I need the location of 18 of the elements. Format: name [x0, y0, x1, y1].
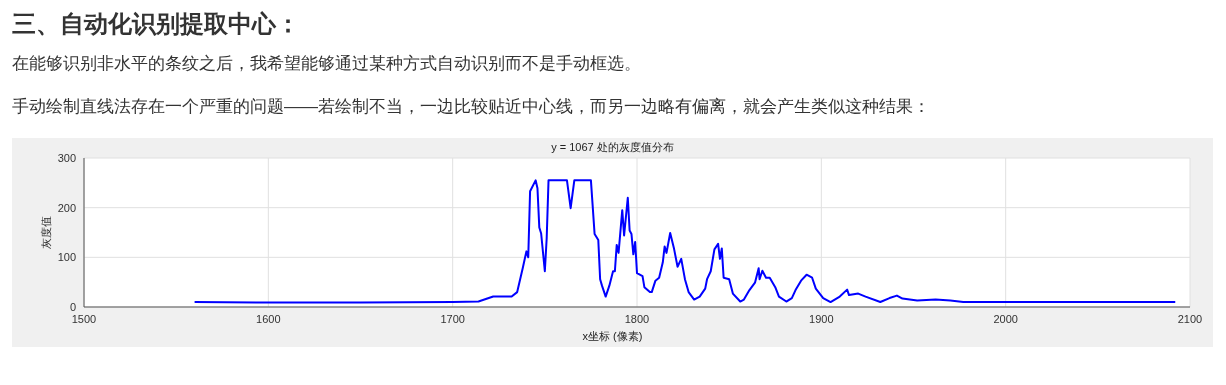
text: 在能够识别非水平的条纹之后，我希望能够通过某种方式自动识别而不是手动框选。 — [12, 53, 642, 75]
y-tick-label: 200 — [57, 201, 76, 214]
x-tick-label: 1800 — [624, 312, 650, 325]
y-axis-title: 灰度值 — [39, 216, 52, 249]
y-tick-label: 100 — [57, 251, 76, 264]
x-tick-label: 2000 — [993, 312, 1018, 325]
x-tick-label: 1700 — [440, 312, 465, 325]
text: 手动绘制直线法存在一个严重的问题——若绘制不当，一边比较贴近中心线，而另一边略有偏离，就会产生类似这种结果： — [12, 96, 931, 118]
x-tick-label: 2100 — [1177, 312, 1203, 325]
x-tick-label: 1900 — [809, 312, 834, 325]
x-axis-title: x坐标 (像素) — [581, 329, 644, 344]
x-tick-label: 1600 — [256, 312, 281, 325]
text: 三、自动化识别提取中心： — [12, 9, 301, 39]
chart-title: y = 1067 处的灰度值分布 — [551, 141, 674, 153]
y-tick-label: 300 — [57, 151, 76, 164]
line-series — [193, 179, 1177, 304]
y-tick-label: 0 — [69, 300, 76, 313]
x-tick-label: 1500 — [71, 312, 97, 325]
